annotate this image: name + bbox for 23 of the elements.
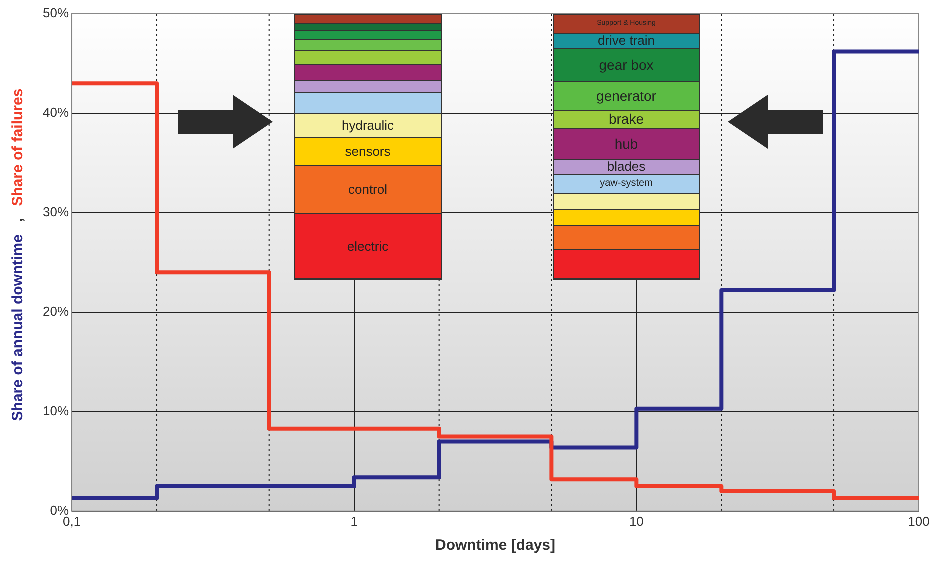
text: Share of failures — [10, 88, 26, 206]
y-tick-label: 50% — [42, 6, 70, 21]
annotation: blades — [607, 159, 646, 174]
text: Share of annual downtime — [10, 234, 26, 422]
y-axis-title: , — [10, 218, 26, 223]
y-tick-label: 10% — [42, 404, 70, 418]
x-tick-label: 100 — [908, 514, 930, 529]
x-axis-title: Downtime [days] — [436, 537, 556, 554]
annotation: electric — [347, 238, 389, 254]
annotation: control — [348, 182, 388, 197]
x-tick-label: 1 — [350, 514, 358, 529]
annotation: brake — [608, 111, 644, 128]
annotation: hydraulic — [342, 118, 394, 133]
annotation: sensors — [345, 144, 391, 159]
annotation: gear box — [599, 56, 654, 73]
annotation: drive train — [598, 33, 656, 48]
y-tick-label: 20% — [42, 304, 70, 320]
x-tick-label: 10 — [629, 514, 644, 529]
annotation: hub — [614, 136, 638, 152]
annotation: yaw-system — [600, 178, 653, 189]
annotation: generator — [596, 88, 656, 104]
y-tick-label: 30% — [42, 204, 70, 220]
y-tick-label: 40% — [42, 105, 70, 120]
